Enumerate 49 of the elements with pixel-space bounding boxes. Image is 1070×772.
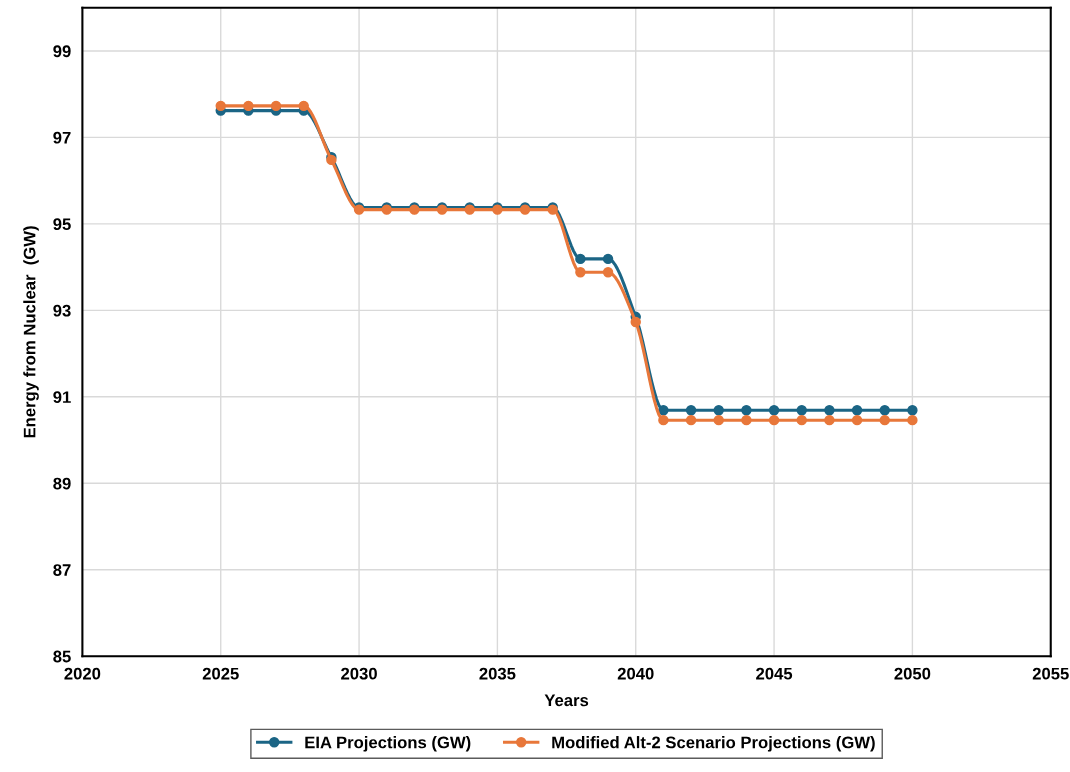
y-axis-title: Energy from Nuclear (GW)	[23, 226, 39, 438]
point	[796, 414, 807, 426]
y-tick-label: 89	[53, 477, 71, 490]
y-tick-label: 87	[53, 564, 71, 576]
x-tick-label: 2040	[617, 667, 654, 680]
x-tick-label: 2025	[202, 667, 239, 680]
point	[851, 405, 863, 416]
x-tick-label: 2045	[756, 667, 793, 680]
x-tick-label: 2035	[479, 667, 516, 680]
point	[713, 405, 724, 416]
y-tick-label: 91	[53, 391, 71, 404]
x-tick-label: 2050	[894, 667, 931, 680]
point	[741, 414, 752, 426]
point	[879, 405, 890, 416]
point	[851, 414, 863, 426]
legend-label: EIA Projections (GW)	[305, 736, 471, 752]
y-tick-label: 85	[53, 650, 71, 663]
point	[685, 414, 697, 426]
point	[270, 100, 282, 112]
point	[575, 267, 586, 278]
point	[602, 267, 614, 278]
point	[907, 405, 918, 416]
point	[824, 414, 835, 426]
point	[741, 405, 752, 416]
point	[768, 405, 780, 416]
x-tick-label: 2055	[1032, 667, 1069, 680]
point	[215, 100, 226, 112]
point	[602, 253, 614, 265]
point	[630, 316, 641, 328]
point	[298, 100, 309, 112]
y-tick-label: 93	[53, 304, 71, 317]
y-tick-label: 95	[53, 218, 71, 231]
point	[243, 100, 254, 112]
point	[824, 405, 835, 416]
point	[796, 405, 807, 416]
legend-label: Modified Alt-2 Scenario Projections (GW)	[552, 736, 875, 752]
x-tick-label: 2020	[64, 667, 101, 680]
y-tick-label: 99	[53, 45, 71, 58]
point	[658, 414, 669, 426]
point	[685, 405, 697, 416]
point	[907, 414, 918, 426]
y-tick-label: 97	[53, 131, 71, 144]
point	[575, 253, 586, 265]
point	[768, 414, 780, 426]
point	[658, 405, 669, 416]
point	[879, 414, 890, 426]
x-axis-title: Years	[544, 694, 589, 707]
x-tick-label: 2030	[341, 667, 377, 680]
point	[713, 414, 724, 426]
